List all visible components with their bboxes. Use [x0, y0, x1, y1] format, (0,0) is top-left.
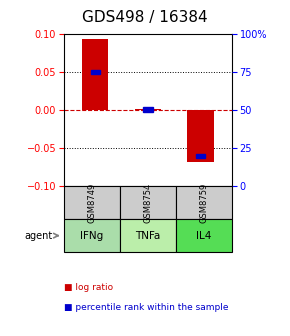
Text: ■ log ratio: ■ log ratio: [64, 283, 113, 292]
Text: IL4: IL4: [196, 230, 212, 241]
Text: GSM8754: GSM8754: [143, 183, 153, 223]
Bar: [90, 70, 100, 74]
Bar: [187, 110, 214, 162]
Bar: [176, 186, 232, 219]
Bar: [120, 219, 176, 252]
Bar: [135, 109, 161, 110]
Bar: [176, 219, 232, 252]
Text: GDS498 / 16384: GDS498 / 16384: [82, 10, 208, 25]
Bar: [143, 107, 153, 112]
Bar: [64, 186, 120, 219]
Bar: [196, 154, 205, 158]
Bar: [120, 186, 176, 219]
Text: GSM8759: GSM8759: [200, 183, 209, 223]
Text: agent: agent: [24, 230, 52, 241]
Bar: [64, 219, 120, 252]
Text: TNFa: TNFa: [135, 230, 161, 241]
Bar: [82, 39, 108, 110]
Text: IFNg: IFNg: [80, 230, 104, 241]
Text: ■ percentile rank within the sample: ■ percentile rank within the sample: [64, 303, 228, 312]
Text: GSM8749: GSM8749: [87, 183, 96, 223]
